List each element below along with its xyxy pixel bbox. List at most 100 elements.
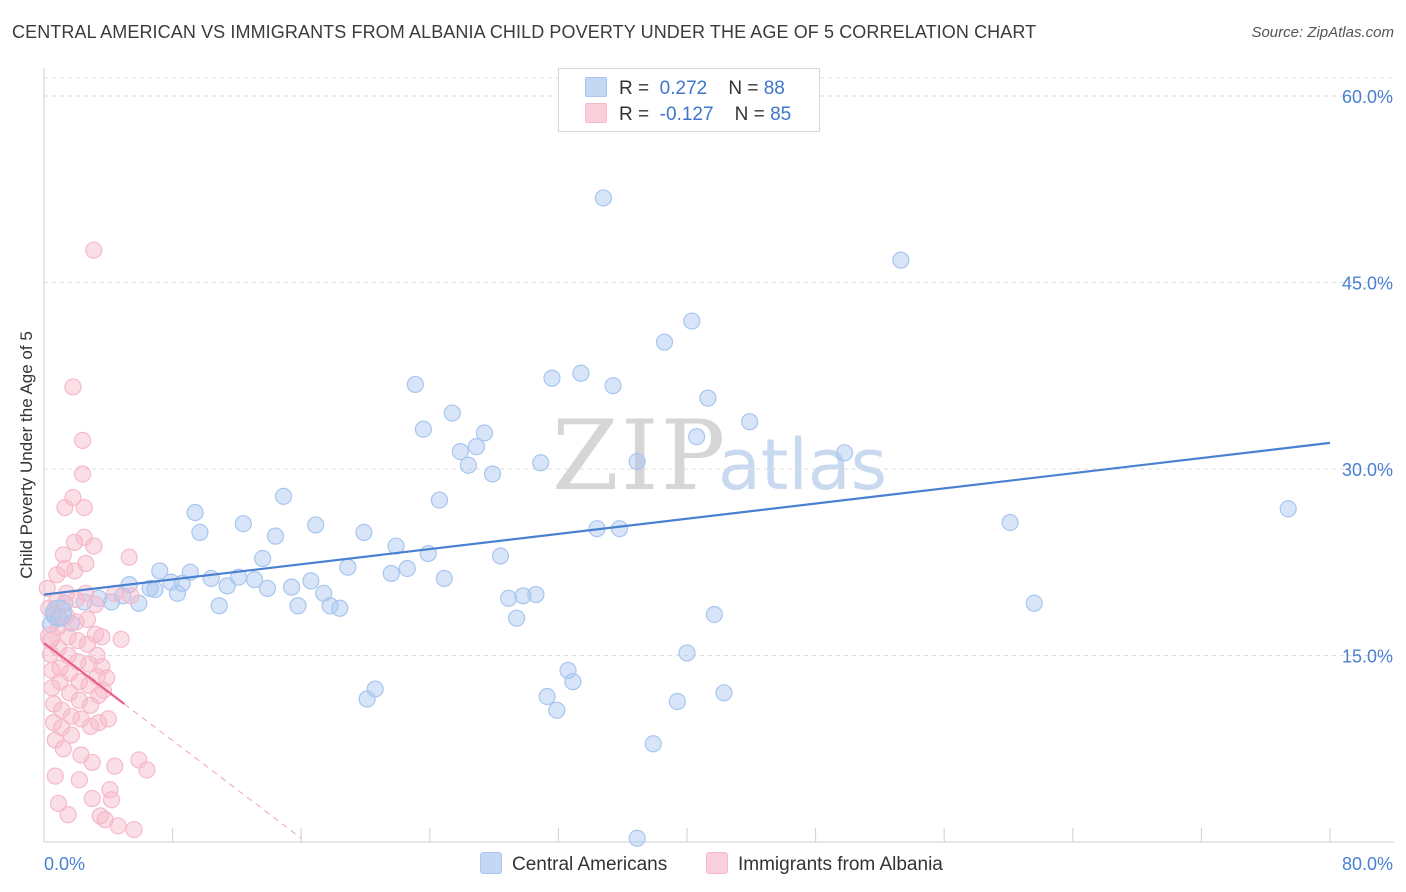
data-point [51,659,69,677]
x-tick-label: 0.0% [44,854,85,874]
data-point [459,456,477,474]
legend-r-value: -0.127 [659,104,714,125]
bottom-legend-albania[interactable]: Immigrants from Albania [706,852,943,876]
data-point [699,389,717,407]
chart-title: CENTRAL AMERICAN VS IMMIGRANTS FROM ALBA… [12,22,1037,42]
bottom-legend-label: Central Americans [512,854,668,875]
data-point [146,581,164,599]
data-point [73,465,92,483]
data-point [59,806,77,824]
data-point [628,829,646,847]
data-point [398,559,416,578]
watermark-zip: ZIP [552,400,728,512]
data-point [86,595,105,614]
data-point [835,444,854,462]
data-point [655,333,674,351]
data-point [443,404,461,422]
data-point [382,564,400,583]
data-point [245,571,264,589]
data-point [120,548,138,566]
data-point [151,562,169,580]
data-point [73,431,92,450]
data-point [266,527,285,545]
y-axis-title: Child Poverty Under the Age of 5 [17,331,36,579]
data-point [430,491,449,509]
legend-r-label: R = [619,104,650,125]
data-point [451,442,469,461]
data-point [483,465,502,483]
data-point [289,597,307,615]
data-point [93,628,111,646]
legend-r-label: R = [619,78,650,99]
data-point [741,413,759,431]
data-point [49,794,68,813]
x-tick-label: 80.0% [1342,854,1393,874]
bottom-legend-central-americans[interactable]: Central Americans [480,852,667,876]
data-point [62,726,80,744]
y-tick-label: 30.0% [1342,460,1393,480]
data-point [254,549,272,568]
data-point [98,669,116,687]
legend-swatch-blue [480,852,502,874]
trend-line [43,642,126,705]
data-point [90,686,108,704]
data-point [90,714,108,732]
data-point [69,631,87,650]
data-point [683,312,701,330]
data-point [168,584,187,602]
watermark-atlas: atlas [718,424,888,506]
data-point [83,789,101,808]
data-point [1279,500,1297,518]
data-point [435,569,453,588]
data-point [604,377,622,395]
legend-row-albania: R = -0.127 N = 85 [585,103,791,127]
grid-lines [44,77,1394,656]
data-point [75,528,93,546]
data-series [38,189,1297,847]
data-point [892,251,910,269]
data-point [65,533,84,551]
data-point [44,599,73,627]
data-point [77,554,95,573]
data-point [688,428,706,446]
legend-swatch-pink [585,103,607,123]
data-point [358,690,376,708]
data-point [514,587,532,605]
data-point [186,503,204,522]
data-point [339,558,357,576]
legend-swatch-blue [585,77,607,97]
data-point [559,661,577,680]
data-point [85,241,103,259]
data-point [88,646,106,665]
data-point [85,537,103,555]
trend-lines [43,441,1331,839]
data-point [678,644,696,662]
data-point [274,487,293,505]
data-point [414,420,432,438]
data-point [234,515,252,533]
data-point [210,597,228,615]
data-point [138,761,156,779]
data-point [46,767,64,785]
data-point [70,691,88,709]
data-point [668,692,686,711]
data-point [282,578,301,596]
data-point [302,572,320,590]
data-point [467,438,486,456]
axes [43,68,1394,843]
data-point [102,791,121,809]
series-albania [38,241,156,839]
data-point [112,630,130,648]
data-point [70,673,88,691]
data-point [610,520,629,538]
series-central-americans [41,189,1297,847]
legend-r-value: 0.272 [659,78,708,99]
data-point [543,369,561,387]
legend-n-label: N = [734,104,765,125]
data-point [628,452,646,471]
data-point [78,610,97,629]
correlation-legend: R = 0.272 N = 88 R = -0.127 N = 85 [558,68,820,132]
data-point [258,579,277,597]
data-point [218,577,236,595]
